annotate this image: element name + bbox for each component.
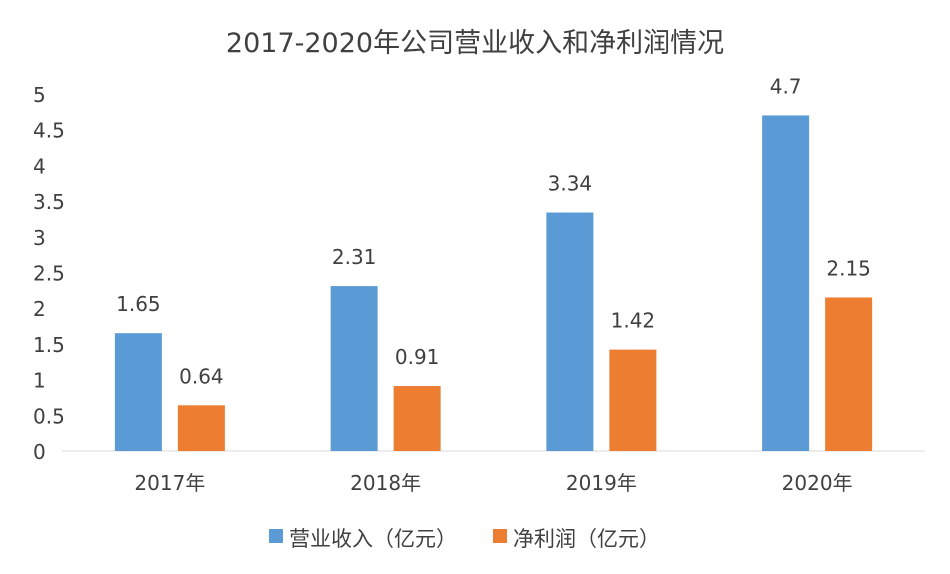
x-axis: 2017年 2018年 2019年 2020年 (134, 471, 852, 495)
data-label: 2.31 (332, 245, 377, 269)
bar-net-profit-2018年 (393, 386, 441, 451)
y-tick-label: 1 (33, 369, 46, 393)
y-tick-label: 4.5 (33, 119, 65, 143)
chart-title: 2017-2020年公司营业收入和净利润情况 (226, 28, 724, 59)
x-tick-label: 2018年 (350, 471, 421, 495)
data-label: 4.7 (770, 74, 802, 98)
legend: 营业收入（亿元） 净利润（亿元） (269, 527, 660, 551)
y-tick-label: 3.5 (33, 190, 65, 214)
bar-revenue-2018年 (330, 286, 378, 451)
legend-swatch-revenue (269, 529, 283, 543)
y-tick-label: 0.5 (33, 404, 65, 428)
data-label: 1.42 (611, 309, 656, 333)
bar-revenue-2020年 (762, 115, 810, 452)
legend-label-net-profit: 净利润（亿元） (513, 527, 660, 551)
x-tick-label: 2020年 (782, 471, 853, 495)
data-label: 1.65 (116, 292, 161, 316)
y-tick-label: 3 (33, 226, 46, 250)
y-tick-label: 1.5 (33, 333, 65, 357)
bar-net-profit-2017年 (177, 405, 225, 451)
x-tick-label: 2017年 (134, 471, 205, 495)
data-label: 3.34 (548, 172, 593, 196)
x-tick-label: 2019年 (566, 471, 637, 495)
data-label: 0.91 (395, 345, 440, 369)
data-label: 2.15 (826, 256, 871, 280)
bar-revenue-2019年 (546, 212, 594, 451)
bars: 1.65 0.64 2.31 0.91 3.34 1.42 4.7 2.15 (114, 74, 873, 452)
bar-net-profit-2020年 (825, 297, 873, 451)
y-tick-label: 2 (33, 297, 46, 321)
bar-net-profit-2019年 (609, 349, 657, 451)
legend-swatch-net-profit (493, 529, 507, 543)
y-tick-label: 2.5 (33, 262, 65, 286)
bar-revenue-2017年 (114, 333, 162, 451)
legend-label-revenue: 营业收入（亿元） (289, 527, 457, 551)
y-tick-label: 0 (33, 440, 46, 464)
data-label: 0.64 (179, 364, 224, 388)
y-tick-label: 5 (33, 83, 46, 107)
y-tick-label: 4 (33, 154, 46, 178)
y-axis: 0 0.5 1 1.5 2 2.5 3 3.5 4 4.5 5 (33, 83, 65, 464)
